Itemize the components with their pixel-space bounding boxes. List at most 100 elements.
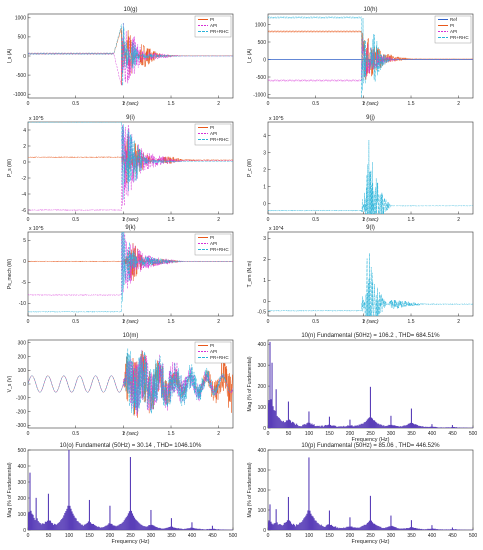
spectrum-bar xyxy=(116,525,118,530)
spectrum-bar xyxy=(348,526,350,530)
spectrum-bar xyxy=(277,417,279,428)
panel-title: 10(o) Fundamental (50Hz) = 30.14 , THD= … xyxy=(60,443,202,449)
spectrum-bar xyxy=(268,522,269,530)
spectrum-bar xyxy=(400,528,402,530)
spectrum-bar xyxy=(349,517,351,530)
spectrum-bar xyxy=(34,520,36,530)
spectrum-bar xyxy=(189,528,191,530)
spectrum-bar xyxy=(202,529,204,530)
spectrum-bar xyxy=(365,524,367,530)
x-tick-label: 2 xyxy=(457,319,460,325)
x-tick-label: 1.5 xyxy=(168,101,175,107)
spectrum-bar xyxy=(375,421,377,428)
y-tick-label: 400 xyxy=(18,464,27,470)
spectrum-bar xyxy=(303,518,305,530)
spectrum-bar xyxy=(164,528,166,530)
spectrum-bar xyxy=(309,422,311,428)
spectrum-bar xyxy=(206,529,208,530)
spectrum-bar xyxy=(398,426,400,428)
x-axis-label: Frequency (Hz) xyxy=(352,539,390,545)
x-axis-label: t (sec) xyxy=(363,217,378,223)
x-tick-label: 0 xyxy=(267,217,270,223)
spectrum-bar xyxy=(387,526,389,530)
y-tick-label: -4 xyxy=(22,192,27,198)
spectrum-bar xyxy=(213,528,216,530)
panel-title: 9(k) xyxy=(125,225,135,231)
spectrum-bar xyxy=(344,527,346,530)
spectrum-bar xyxy=(440,427,442,428)
spectrum-bar xyxy=(186,528,188,530)
spectrum-bar xyxy=(350,425,352,428)
spectrum-bar xyxy=(340,528,342,530)
spectrum-bar xyxy=(60,520,62,530)
spectrum-bar xyxy=(199,528,201,530)
x-tick-label: 250 xyxy=(366,533,375,539)
panel-title: 9(l) xyxy=(366,225,375,231)
spectrum-bar xyxy=(452,426,455,428)
x-tick-label: 0 xyxy=(267,101,270,107)
panel-title: 9(j) xyxy=(366,115,375,121)
spectrum-bar xyxy=(305,515,307,530)
spectrum-bar xyxy=(386,425,388,428)
x-tick-label: 300 xyxy=(387,533,396,539)
spectrum-bar xyxy=(463,427,465,428)
spectrum-bar xyxy=(341,527,343,530)
spectrum-bar xyxy=(453,529,456,530)
spectrum-bar xyxy=(173,527,176,530)
spectrum-bar xyxy=(127,513,129,530)
spectrum-bar xyxy=(334,526,336,530)
spectrum-bar xyxy=(39,523,41,530)
spectrum-bar xyxy=(53,524,55,530)
spectrum-bar xyxy=(372,420,375,428)
spectrum-bar xyxy=(200,529,202,530)
spectrum-bar xyxy=(418,425,420,428)
spectrum-bar xyxy=(442,427,444,428)
spectrum-bar xyxy=(289,420,292,428)
y-tick-label: 3 xyxy=(263,236,266,242)
x-tick-label: 400 xyxy=(428,533,437,539)
y-tick-label: 300 xyxy=(258,363,267,369)
spectrum-bar xyxy=(159,527,161,530)
spectrum-bar xyxy=(424,529,426,530)
spectrum-bar xyxy=(355,425,357,428)
spectrum-bar xyxy=(399,528,401,530)
spectrum-bar xyxy=(338,426,340,428)
spectrum-bar xyxy=(343,425,345,428)
y-tick-label: 0 xyxy=(23,160,26,166)
x-tick-label: 1.5 xyxy=(168,431,175,437)
spectrum-bar xyxy=(339,426,341,428)
spectrum-bar xyxy=(449,529,451,530)
spectrum-bar xyxy=(284,522,286,530)
spectrum-bar xyxy=(182,529,184,530)
y-tick-label: 100 xyxy=(258,508,267,514)
spectrum-bar xyxy=(368,520,370,530)
y-tick-label: 5 xyxy=(23,238,26,244)
spectrum-bar xyxy=(389,526,391,530)
spectrum-bar xyxy=(269,341,271,428)
x-tick-label: 2 xyxy=(217,217,220,223)
spectrum-bar xyxy=(392,425,394,428)
spectrum-bar xyxy=(109,505,111,530)
spectrum-bar xyxy=(323,425,325,428)
spectrum-bar xyxy=(90,523,93,530)
spectrum-bar xyxy=(98,526,100,530)
spectrum-bar xyxy=(358,424,360,428)
spectrum-bar xyxy=(361,423,363,428)
y-tick-label: -1000 xyxy=(253,92,266,98)
legend-label: PI xyxy=(210,17,214,22)
spectrum-bar xyxy=(205,529,207,530)
spectrum-bar xyxy=(405,425,407,428)
spectrum-bar xyxy=(367,522,369,530)
spectrum-bar xyxy=(194,528,196,530)
spectrum-bar xyxy=(362,423,364,428)
spectrum-bar xyxy=(303,424,305,428)
y-tick-label: 0 xyxy=(23,259,26,265)
spectrum-bar xyxy=(390,515,392,530)
spectrum-bar xyxy=(216,529,218,530)
spectrum-bar xyxy=(430,426,432,428)
spectrum-bar xyxy=(426,426,428,428)
spectrum-bar xyxy=(329,525,332,530)
